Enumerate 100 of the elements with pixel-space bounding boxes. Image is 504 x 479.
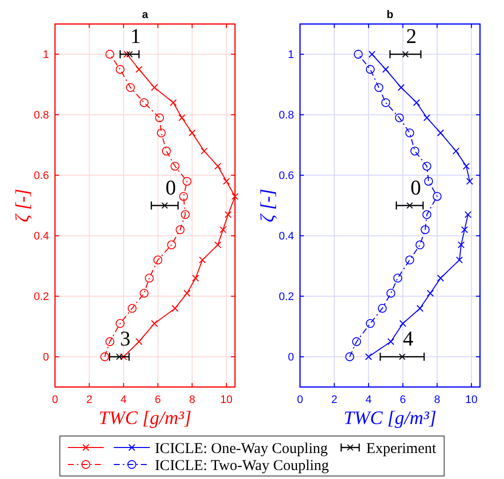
y-tick-label: 0.4 [278, 230, 294, 243]
y-tick-label: 0 [288, 352, 294, 364]
point [366, 319, 375, 328]
point [161, 202, 168, 209]
point [394, 113, 404, 122]
point [222, 178, 230, 185]
point [398, 353, 406, 360]
annotation: 2 [406, 24, 417, 48]
y-tick-label: 0.8 [34, 110, 49, 122]
point [366, 64, 375, 74]
point [176, 225, 185, 234]
annotation: 0 [410, 175, 421, 200]
x-tick-label: 6 [154, 394, 161, 406]
point [354, 50, 363, 59]
point [416, 304, 424, 312]
point [424, 176, 434, 186]
annotation: 1 [130, 24, 141, 48]
y-tick-label: 0 [42, 352, 49, 364]
point [232, 192, 238, 200]
point [188, 129, 196, 136]
legend-label: Experiment [366, 440, 438, 457]
legend-label: ICICLE: Two-Way Coupling [154, 458, 330, 474]
point [437, 274, 444, 282]
y-tick-label: 0.2 [34, 291, 49, 304]
x-tick-label: 10 [465, 394, 478, 406]
point [179, 192, 188, 201]
point [167, 240, 176, 250]
y-tick-label: 0.2 [278, 291, 294, 304]
point [172, 304, 178, 312]
point [399, 320, 406, 327]
x-tick-label: 2 [86, 394, 92, 406]
x-tick-label: 0 [296, 394, 304, 406]
point [381, 98, 390, 108]
point [178, 114, 186, 122]
point [140, 288, 149, 298]
x-tick-label: 10 [220, 394, 233, 406]
chart-title: a [142, 9, 149, 21]
point [420, 225, 430, 234]
point [140, 98, 149, 108]
point [393, 274, 402, 283]
point [410, 146, 420, 156]
y-tick-label: 0.6 [278, 170, 294, 182]
chart-title: b [386, 9, 394, 21]
point [422, 210, 432, 220]
point [365, 353, 372, 360]
point [150, 320, 158, 327]
annotation: 4 [402, 326, 414, 351]
point [464, 211, 472, 218]
point [406, 202, 414, 209]
point [144, 274, 154, 283]
point [182, 176, 192, 186]
point [200, 148, 208, 155]
point [437, 129, 444, 136]
point [198, 256, 206, 264]
point [382, 66, 390, 73]
point [184, 290, 190, 297]
x-axis-title: TWC [g/m³] [98, 408, 192, 429]
point [416, 240, 424, 250]
x-tick-label: 8 [189, 394, 196, 406]
y-tick-label: 1 [42, 49, 49, 62]
x-tick-label: 8 [434, 394, 440, 406]
point [345, 352, 354, 362]
point [413, 99, 420, 106]
point [386, 288, 396, 298]
point [136, 338, 142, 346]
x-tick-label: 4 [366, 394, 372, 406]
point [374, 83, 384, 92]
point [352, 337, 362, 346]
point [220, 226, 226, 234]
x-axis-title: TWC [g/m³] [344, 408, 436, 429]
point [150, 84, 158, 92]
y-tick-label: 0.4 [34, 230, 49, 243]
x-tick-label: 4 [120, 394, 127, 406]
point [456, 256, 463, 264]
point [120, 353, 128, 360]
point [155, 113, 164, 122]
point [214, 162, 222, 170]
point [461, 226, 468, 234]
point [452, 148, 460, 155]
point [105, 50, 114, 59]
point [136, 66, 142, 73]
y-tick-label: 1 [288, 49, 294, 62]
x-tick-label: 2 [331, 394, 338, 406]
point [170, 162, 180, 171]
point [153, 256, 162, 264]
point [116, 319, 125, 328]
point [180, 210, 190, 220]
point [458, 241, 465, 248]
point [402, 50, 409, 58]
point [368, 50, 376, 58]
point [224, 211, 232, 218]
point [423, 114, 430, 122]
point [378, 304, 387, 313]
y-tick-label: 0.6 [34, 170, 49, 182]
point [100, 352, 110, 362]
point [162, 146, 171, 156]
x-tick-label: 0 [52, 394, 58, 406]
point [116, 353, 123, 360]
y-axis-title: ζ [-] [12, 188, 34, 222]
point [126, 50, 133, 58]
